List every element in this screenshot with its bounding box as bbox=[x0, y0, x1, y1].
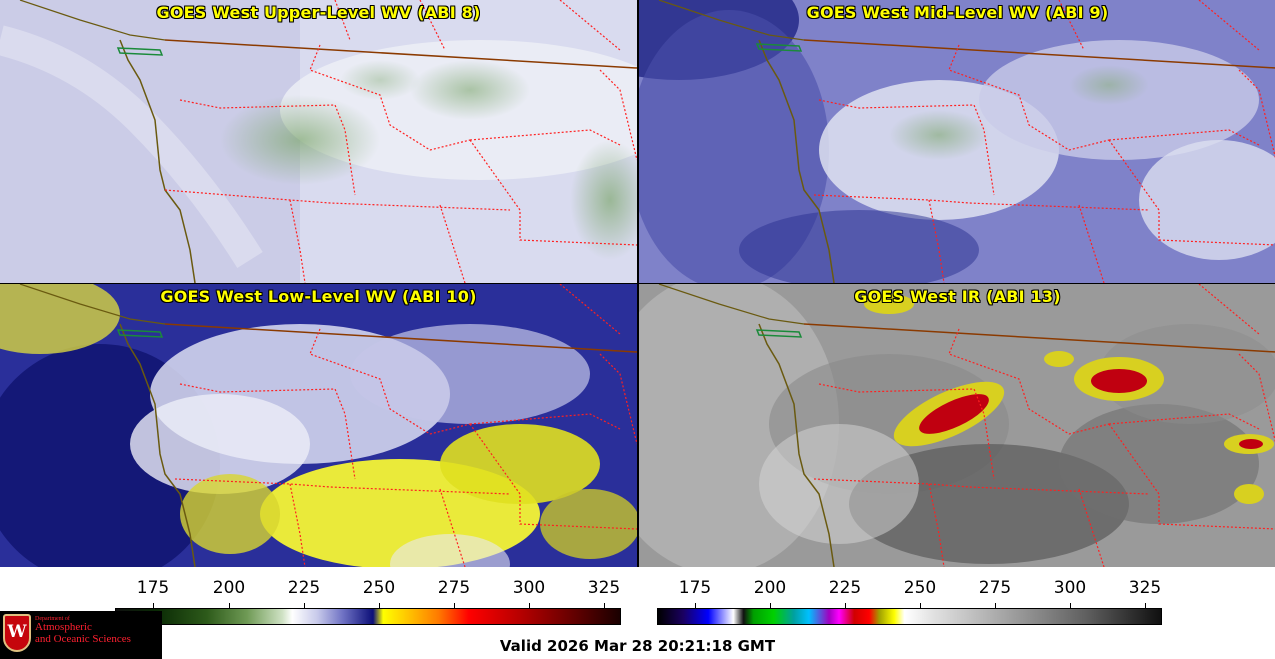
low-level-wv-image bbox=[0, 284, 637, 567]
wv-tick-label: 225 bbox=[287, 578, 321, 598]
ir-tick-mark bbox=[920, 603, 921, 609]
wv-colorbar bbox=[115, 608, 621, 625]
upper-level-wv-image bbox=[0, 0, 637, 283]
mid-level-wv-panel: GOES West Mid-Level WV (ABI 9) bbox=[639, 0, 1275, 283]
logo-line-1: Department of bbox=[35, 616, 70, 622]
mid-level-wv-image bbox=[639, 0, 1275, 283]
wv-tick-mark bbox=[454, 603, 455, 609]
ir-tick-mark bbox=[995, 603, 996, 609]
uw-seal-icon: W bbox=[3, 614, 31, 652]
ir-image bbox=[639, 284, 1275, 567]
valid-time-label: Valid 2026 Mar 28 20:21:18 GMT bbox=[499, 637, 776, 655]
ir-colorbar-ticks: 175 200 225 250 275 300 325 bbox=[0, 578, 1275, 609]
wv-tick-label: 300 bbox=[512, 578, 546, 598]
upper-level-wv-panel: GOES West Upper-Level WV (ABI 8) bbox=[0, 0, 637, 283]
ir-tick-label: 325 bbox=[1128, 578, 1162, 598]
low-level-wv-panel: GOES West Low-Level WV (ABI 10) bbox=[0, 284, 637, 567]
wv-tick-label: 175 bbox=[136, 578, 170, 598]
wv-tick-mark bbox=[604, 603, 605, 609]
wv-colorbar-ticks: 175 200 225 250 275 300 325 bbox=[0, 578, 637, 609]
ir-tick-mark bbox=[695, 603, 696, 609]
aos-logo[interactable]: W Department of Atmospheric and Oceanic … bbox=[0, 611, 162, 659]
panel-title: GOES West IR (ABI 13) bbox=[854, 287, 1061, 306]
wv-tick-label: 250 bbox=[362, 578, 396, 598]
logo-line-3: and Oceanic Sciences bbox=[35, 632, 131, 645]
panel-title: GOES West Mid-Level WV (ABI 9) bbox=[806, 3, 1109, 22]
wv-tick-mark bbox=[153, 603, 154, 609]
ir-tick-label: 300 bbox=[1053, 578, 1087, 598]
ir-tick-mark bbox=[1145, 603, 1146, 609]
logo-line-2: Atmospheric bbox=[35, 621, 92, 634]
ir-tick-label: 275 bbox=[978, 578, 1012, 598]
ir-panel: GOES West IR (ABI 13) bbox=[639, 284, 1275, 567]
panel-title: GOES West Low-Level WV (ABI 10) bbox=[160, 287, 477, 306]
wv-tick-mark bbox=[529, 603, 530, 609]
panel-title: GOES West Upper-Level WV (ABI 8) bbox=[156, 3, 481, 22]
ir-tick-label: 225 bbox=[828, 578, 862, 598]
ir-tick-mark bbox=[845, 603, 846, 609]
wv-tick-mark bbox=[229, 603, 230, 609]
wv-tick-label: 275 bbox=[437, 578, 471, 598]
wv-tick-label: 200 bbox=[212, 578, 246, 598]
wv-tick-mark bbox=[379, 603, 380, 609]
logo-text: Department of Atmospheric and Oceanic Sc… bbox=[35, 616, 131, 645]
wv-tick-label: 325 bbox=[587, 578, 621, 598]
wv-tick-mark bbox=[304, 603, 305, 609]
ir-tick-mark bbox=[770, 603, 771, 609]
ir-tick-label: 200 bbox=[753, 578, 787, 598]
panel-divider-horizontal bbox=[0, 283, 1275, 284]
ir-tick-label: 175 bbox=[678, 578, 712, 598]
ir-tick-label: 250 bbox=[903, 578, 937, 598]
ir-tick-mark bbox=[1070, 603, 1071, 609]
ir-colorbar bbox=[657, 608, 1162, 625]
